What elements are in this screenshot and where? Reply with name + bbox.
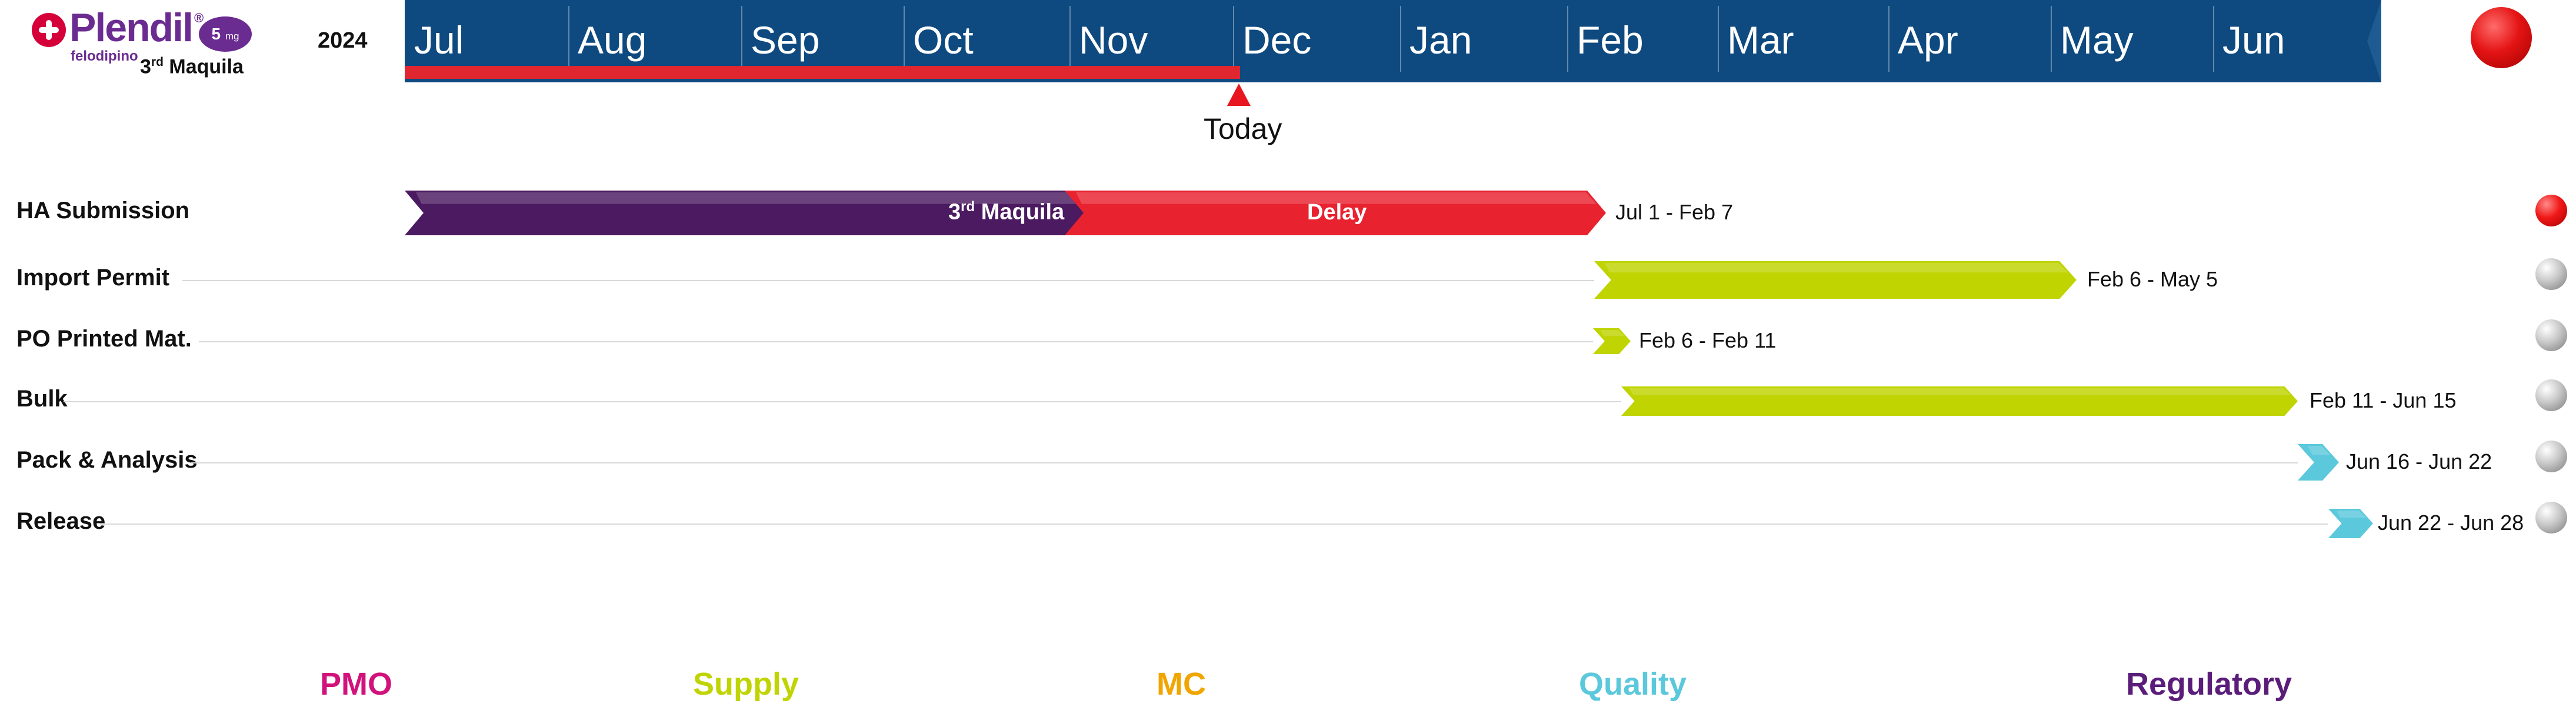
task-status-indicator [2535,502,2567,533]
year-label: 2024 [318,28,368,53]
brand-logo: Plendil ® 5 mg felodipino 3rd Maquila [28,5,287,79]
month-divider [1718,6,1719,72]
month-may: May [2051,0,2213,74]
task-guideline [182,280,1594,281]
subtitle-text: Maquila [163,55,244,78]
month-label: Jan [1409,18,1472,62]
month-label: Aug [578,18,647,62]
month-divider [1400,6,1401,72]
month-jan: Jan [1400,0,1567,74]
month-aug: Aug [568,0,741,74]
task-bar-segment[interactable] [1621,386,2298,416]
task-bar-segment[interactable] [1065,191,1606,235]
month-label: Jul [414,18,464,62]
task-label: Import Permit [16,265,170,291]
month-label: Jun [2222,18,2285,62]
legend-item-regulatory: Regulatory [2126,666,2292,702]
legend-item-quality: Quality [1579,666,1687,702]
timeline-header-tip [2367,0,2381,82]
month-divider [568,6,569,72]
month-label: Nov [1079,18,1148,62]
task-label: PO Printed Mat. [16,326,192,352]
project-subtitle: 3rd Maquila [140,55,244,78]
brand-registered-mark: ® [194,11,204,25]
bar-segment-label: 3rd Maquila [948,199,1065,225]
month-jun: Jun [2213,0,2381,74]
task-bar-segment[interactable] [1594,261,2077,299]
task-date-range: Feb 11 - Jun 15 [2310,388,2457,412]
today-marker-icon [1227,84,1251,106]
task-guideline [199,341,1593,342]
month-label: Oct [913,18,974,62]
bar-segment-label: Delay [1307,200,1367,225]
month-divider [2051,6,2052,72]
task-label: HA Submission [16,198,190,224]
month-label: Feb [1577,18,1644,62]
legend-item-mc: MC [1157,666,1206,702]
dose-badge: 5 mg [199,16,252,52]
month-oct: Oct [904,0,1069,74]
dose-value: 5 [211,25,221,43]
task-date-range: Jun 22 - Jun 28 [2378,511,2524,535]
task-label: Bulk [16,386,68,412]
month-label: Sep [751,18,820,62]
today-label: Today [1204,112,1282,145]
month-divider [741,6,742,72]
month-nov: Nov [1069,0,1233,74]
task-status-indicator [2535,258,2567,290]
task-status-indicator [2535,319,2567,351]
task-bar-segment[interactable] [2328,509,2373,538]
task-date-range: Jul 1 - Feb 7 [1615,200,1734,224]
month-sep: Sep [741,0,904,74]
task-status-indicator [2535,195,2567,226]
month-label: May [2060,18,2134,62]
task-bar-segment[interactable] [2298,444,2339,481]
month-apr: Apr [1888,0,2051,74]
month-divider [1888,6,1889,72]
generic-name: felodipino [71,48,138,64]
brand-cross-icon [32,13,66,47]
month-label: Dec [1242,18,1312,62]
task-date-range: Feb 6 - May 5 [2087,267,2218,291]
brand-name: Plendil [69,5,194,50]
legend-item-pmo: PMO [320,666,393,702]
task-guideline [191,462,2298,463]
overall-status-indicator [2471,7,2532,68]
legend-item-supply: Supply [693,666,799,702]
month-divider [904,6,905,72]
month-label: Mar [1727,18,1794,62]
month-jul: Jul [405,0,568,74]
subtitle-number: 3 [140,55,151,78]
month-divider [1567,6,1568,72]
task-label: Release [16,508,106,534]
month-divider [2213,6,2214,72]
task-guideline [100,523,2328,525]
month-label: Apr [1898,18,1958,62]
month-feb: Feb [1567,0,1718,74]
month-divider [1069,6,1071,72]
timeline-header: Jul Aug Sep Oct Nov Dec Jan Feb Mar Apr May Jun [405,0,2381,82]
task-date-range: Feb 6 - Feb 11 [1639,328,1777,352]
task-label: Pack & Analysis [16,447,198,473]
month-dec: Dec [1233,0,1400,74]
task-status-indicator [2535,379,2567,411]
task-status-indicator [2535,441,2567,472]
month-mar: Mar [1718,0,1888,74]
dose-unit: mg [225,31,239,42]
task-bar-segment[interactable] [405,191,1088,235]
task-guideline [64,401,1621,402]
elapsed-progress-bar [405,66,1240,79]
task-date-range: Jun 16 - Jun 22 [2346,449,2492,473]
task-bar-segment[interactable] [1593,328,1631,354]
subtitle-ordinal: rd [151,55,164,69]
month-divider [1233,6,1234,72]
